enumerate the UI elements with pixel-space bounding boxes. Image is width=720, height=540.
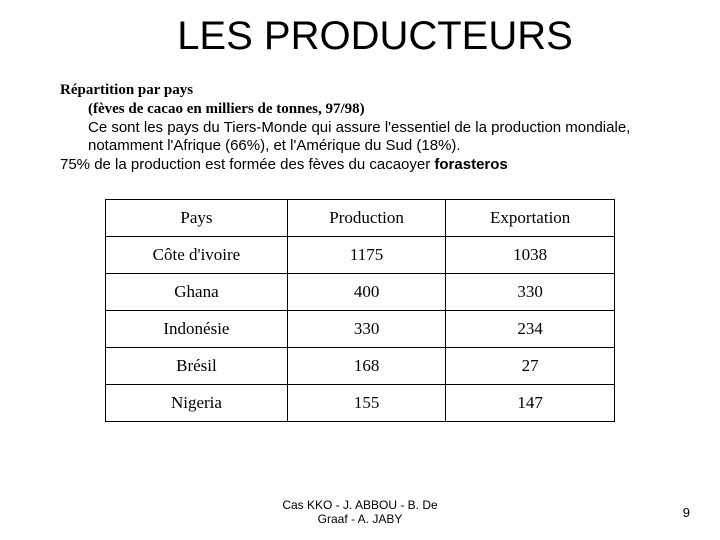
body-line-4a: 75% de la production est formée des fève… [60,156,434,173]
cell-production: 155 [287,384,445,421]
table-row: Côte d'ivoire 1175 1038 [106,236,615,273]
table-header-row: Pays Production Exportation [106,199,615,236]
slide: LES PRODUCTEURS Répartition par pays (fè… [0,0,720,540]
cell-exportation: 330 [446,273,615,310]
cell-production: 400 [287,273,445,310]
body-line-1: Répartition par pays [60,82,193,98]
cell-pays: Nigeria [106,384,288,421]
page-number: 9 [683,505,690,520]
cell-pays: Indonésie [106,310,288,347]
body-text: Répartition par pays (fèves de cacao en … [50,81,670,175]
cell-pays: Brésil [106,347,288,384]
page-title: LES PRODUCTEURS [50,14,670,59]
cell-production: 1175 [287,236,445,273]
footer-credit: Cas KKO - J. ABBOU - B. DeGraaf - A. JAB… [0,498,720,526]
col-header-exportation: Exportation [446,199,615,236]
body-line-4b: forasteros [434,156,507,173]
cell-pays: Côte d'ivoire [106,236,288,273]
body-line-4: 75% de la production est formée des fève… [60,156,652,175]
data-table: Pays Production Exportation Côte d'ivoir… [105,199,615,422]
cell-pays: Ghana [106,273,288,310]
table-row: Nigeria 155 147 [106,384,615,421]
cell-production: 330 [287,310,445,347]
col-header-production: Production [287,199,445,236]
cell-exportation: 1038 [446,236,615,273]
cell-exportation: 234 [446,310,615,347]
footer-text: Cas KKO - J. ABBOU - B. DeGraaf - A. JAB… [282,498,437,526]
cell-exportation: 27 [446,347,615,384]
table-row: Indonésie 330 234 [106,310,615,347]
table-row: Brésil 168 27 [106,347,615,384]
body-line-3: Ce sont les pays du Tiers-Monde qui assu… [60,119,652,157]
table-row: Ghana 400 330 [106,273,615,310]
col-header-pays: Pays [106,199,288,236]
cell-exportation: 147 [446,384,615,421]
cell-production: 168 [287,347,445,384]
body-line-2: (fèves de cacao en milliers de tonnes, 9… [60,100,652,119]
